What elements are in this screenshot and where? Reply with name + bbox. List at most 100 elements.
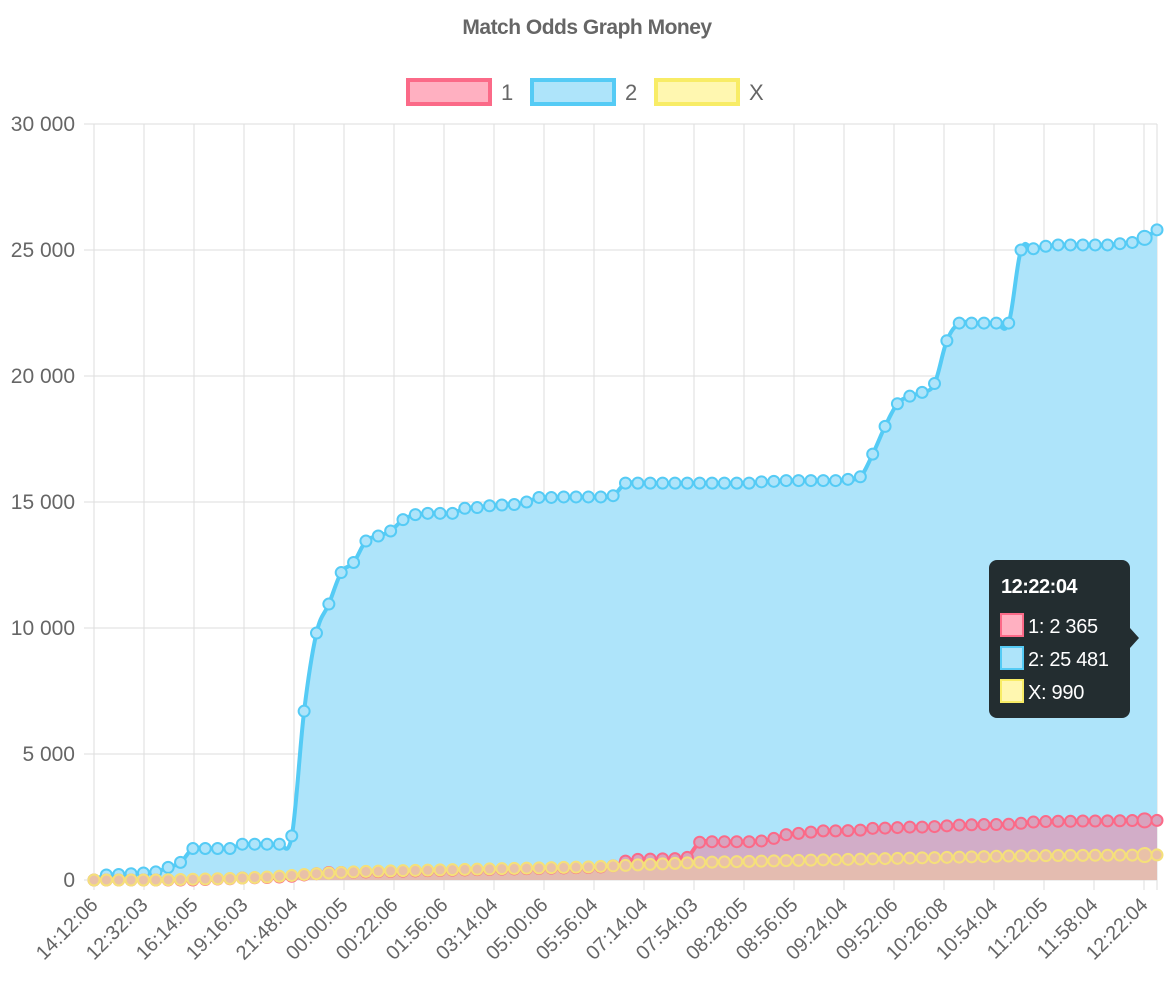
data-point-x[interactable]	[1002, 849, 1016, 863]
data-point-1[interactable]	[1136, 812, 1153, 829]
data-point-2[interactable]	[1051, 238, 1065, 252]
data-point-2[interactable]	[359, 534, 373, 548]
data-point-x[interactable]	[124, 873, 138, 887]
data-point-x[interactable]	[940, 850, 954, 864]
data-point-2[interactable]	[211, 842, 225, 855]
data-point-1[interactable]	[730, 835, 744, 849]
data-point-x[interactable]	[532, 861, 546, 875]
data-point-2[interactable]	[594, 490, 608, 504]
data-point-x[interactable]	[495, 862, 509, 876]
legend-item-x[interactable]: X	[654, 78, 764, 106]
data-point-1[interactable]	[1014, 816, 1028, 830]
data-point-2[interactable]	[285, 829, 299, 843]
data-point-x[interactable]	[928, 851, 942, 865]
data-point-2[interactable]	[421, 506, 435, 520]
data-point-2[interactable]	[792, 474, 806, 488]
data-point-x[interactable]	[1150, 848, 1164, 862]
data-point-2[interactable]	[1002, 316, 1016, 330]
data-point-2[interactable]	[693, 476, 707, 490]
data-point-2[interactable]	[829, 474, 843, 488]
data-point-2[interactable]	[928, 377, 942, 391]
data-point-x[interactable]	[1136, 847, 1153, 864]
data-point-x[interactable]	[606, 859, 620, 873]
data-point-2[interactable]	[866, 447, 880, 461]
data-point-1[interactable]	[693, 835, 707, 849]
data-point-x[interactable]	[557, 860, 571, 874]
data-point-2[interactable]	[322, 597, 336, 611]
data-point-x[interactable]	[1088, 848, 1102, 862]
data-point-2[interactable]	[989, 316, 1003, 330]
data-point-1[interactable]	[1150, 813, 1164, 827]
data-point-2[interactable]	[730, 476, 744, 490]
data-point-2[interactable]	[705, 476, 719, 490]
data-point-x[interactable]	[248, 870, 262, 884]
data-point-1[interactable]	[903, 820, 917, 834]
data-point-2[interactable]	[235, 837, 249, 851]
data-point-x[interactable]	[1101, 848, 1115, 862]
data-point-x[interactable]	[643, 857, 657, 871]
data-point-x[interactable]	[952, 850, 966, 864]
data-point-1[interactable]	[940, 819, 954, 833]
data-point-2[interactable]	[495, 498, 509, 512]
data-point-x[interactable]	[1026, 849, 1040, 863]
data-point-2[interactable]	[1063, 238, 1077, 252]
data-point-2[interactable]	[1088, 238, 1102, 252]
data-point-x[interactable]	[235, 871, 249, 885]
data-point-1[interactable]	[1063, 814, 1077, 828]
data-point-2[interactable]	[384, 524, 398, 538]
data-point-x[interactable]	[767, 854, 781, 868]
data-point-1[interactable]	[1113, 814, 1127, 828]
data-point-2[interactable]	[470, 501, 484, 515]
data-point-2[interactable]	[977, 316, 991, 330]
data-point-1[interactable]	[1101, 814, 1115, 828]
data-point-2[interactable]	[334, 566, 348, 580]
data-point-1[interactable]	[804, 825, 818, 839]
data-point-x[interactable]	[878, 852, 892, 866]
data-point-2[interactable]	[1014, 243, 1028, 257]
data-point-x[interactable]	[569, 860, 583, 874]
data-point-x[interactable]	[816, 853, 830, 867]
data-point-x[interactable]	[112, 873, 126, 887]
data-point-2[interactable]	[804, 474, 818, 488]
data-point-x[interactable]	[520, 861, 534, 875]
data-point-2[interactable]	[754, 475, 768, 489]
data-point-x[interactable]	[754, 854, 768, 868]
data-point-2[interactable]	[952, 316, 966, 330]
data-point-1[interactable]	[1088, 814, 1102, 828]
data-point-1[interactable]	[1039, 815, 1053, 829]
data-point-x[interactable]	[668, 856, 682, 870]
data-point-2[interactable]	[544, 490, 558, 504]
data-point-2[interactable]	[1136, 229, 1153, 246]
data-point-2[interactable]	[433, 506, 447, 520]
data-point-1[interactable]	[767, 831, 781, 845]
data-point-1[interactable]	[816, 824, 830, 838]
data-point-2[interactable]	[532, 490, 546, 504]
data-point-x[interactable]	[829, 853, 843, 867]
data-point-2[interactable]	[742, 476, 756, 490]
data-point-x[interactable]	[507, 861, 521, 875]
data-point-x[interactable]	[371, 864, 385, 878]
data-point-x[interactable]	[1014, 849, 1028, 863]
data-point-x[interactable]	[853, 852, 867, 866]
data-point-1[interactable]	[754, 834, 768, 848]
data-point-2[interactable]	[458, 501, 472, 515]
data-point-2[interactable]	[841, 472, 855, 486]
data-point-2[interactable]	[878, 419, 892, 433]
data-point-2[interactable]	[680, 476, 694, 490]
data-point-2[interactable]	[569, 490, 583, 504]
data-point-1[interactable]	[952, 818, 966, 832]
data-point-x[interactable]	[396, 864, 410, 878]
data-point-2[interactable]	[668, 476, 682, 490]
data-point-1[interactable]	[742, 835, 756, 849]
data-point-x[interactable]	[223, 871, 237, 885]
data-point-x[interactable]	[903, 851, 917, 865]
data-point-x[interactable]	[1063, 848, 1077, 862]
data-point-x[interactable]	[149, 873, 163, 887]
data-point-2[interactable]	[643, 476, 657, 490]
data-point-2[interactable]	[260, 837, 274, 851]
data-point-2[interactable]	[408, 508, 422, 522]
data-point-2[interactable]	[174, 855, 188, 869]
data-point-x[interactable]	[384, 864, 398, 878]
data-point-x[interactable]	[445, 863, 459, 877]
data-point-x[interactable]	[198, 872, 212, 886]
